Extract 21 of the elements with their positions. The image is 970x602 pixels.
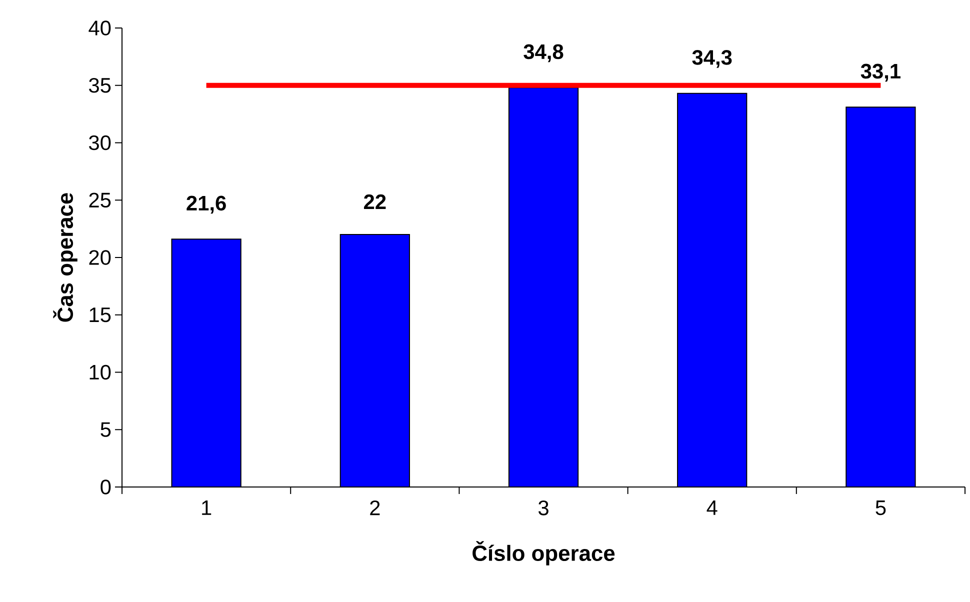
x-tick-label: 3 (538, 500, 548, 516)
x-tick-label: 4 (706, 500, 718, 515)
y-tick-label: 0 (100, 480, 111, 494)
y-tick-label: 30 (89, 135, 111, 150)
y-tick-label: 20 (89, 250, 111, 265)
data-label: 22 (364, 194, 386, 210)
y-tick-label: 40 (88, 20, 111, 36)
x-tick-label: 5 (876, 500, 886, 516)
x-tick-label: 2 (370, 500, 380, 516)
data-label: 34,3 (692, 50, 732, 68)
y-axis-title: Čas operace (53, 193, 78, 322)
y-tick-label: 35 (89, 78, 111, 93)
y-tick-label: 15 (90, 308, 111, 322)
x-tick-label: 1 (202, 500, 212, 515)
x-axis-title: Číslo operace (472, 541, 615, 566)
y-tick-label: 5 (100, 422, 111, 437)
y-tick-label: 10 (90, 364, 111, 380)
data-label: 34,8 (524, 44, 564, 62)
data-label: 33,1 (860, 64, 900, 82)
data-label: 21,6 (186, 196, 226, 214)
y-tick-label: 25 (89, 192, 111, 208)
